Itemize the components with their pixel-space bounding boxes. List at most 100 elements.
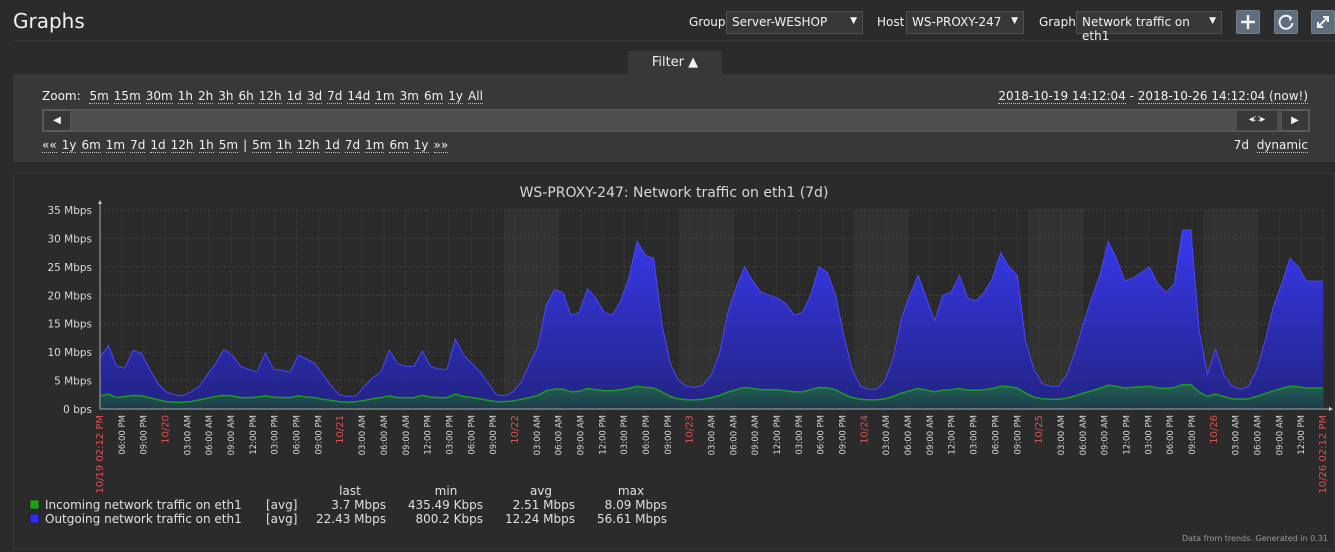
group-label: Group xyxy=(689,15,726,29)
legend-series-name: Outgoing network traffic on eth1 xyxy=(45,512,242,526)
chevron-down-icon: ▼ xyxy=(1011,16,1018,26)
y-tick-label: 0 bps xyxy=(63,404,92,416)
range-from[interactable]: 2018-10-19 14:12:04 xyxy=(998,89,1126,104)
timeline-scrollbar[interactable]: ◀ ◂∷▸ ▶ xyxy=(42,109,1310,132)
nav-forward-12h[interactable]: 12h xyxy=(296,138,320,153)
x-tick-label: 09:00 AM xyxy=(402,415,412,455)
x-tick-label: 09:00 PM xyxy=(489,415,499,455)
x-tick-label: 10/20 xyxy=(161,415,172,444)
zoom-option-14d[interactable]: 14d xyxy=(347,89,371,104)
nav-forward-1y[interactable]: 1y xyxy=(413,138,429,153)
zoom-option-7d[interactable]: 7d xyxy=(327,89,343,104)
nav-back-1y[interactable]: 1y xyxy=(61,138,77,153)
x-tick-label: 03:00 AM xyxy=(1232,415,1242,455)
legend-value-min: 435.49 Kbps xyxy=(408,498,483,512)
arrow-right-icon: ▶ xyxy=(1291,115,1299,126)
nav-back-1h[interactable]: 1h xyxy=(198,138,214,153)
x-tick-label: 09:00 AM xyxy=(576,415,586,455)
y-tick-label: 15 Mbps xyxy=(47,319,92,331)
x-tick-label: 09:00 PM xyxy=(839,415,849,455)
nav-back-6m[interactable]: 6m xyxy=(81,138,101,153)
x-tick-label: 12:00 PM xyxy=(598,415,608,455)
legend-func: [avg] xyxy=(266,498,297,512)
zoom-option-1m[interactable]: 1m xyxy=(375,89,395,104)
legend-series-name: Incoming network traffic on eth1 xyxy=(45,498,242,512)
x-tick-label: 10/24 xyxy=(859,415,870,444)
y-tick-label: 20 Mbps xyxy=(47,290,92,302)
nav-back-1m[interactable]: 1m xyxy=(105,138,126,153)
period-value: 7d xyxy=(1233,138,1250,152)
zoom-option-3m[interactable]: 3m xyxy=(399,89,419,104)
nav-forward-6m[interactable]: 6m xyxy=(389,138,409,153)
fullscreen-button[interactable] xyxy=(1311,10,1335,34)
x-tick-label: 06:00 AM xyxy=(380,415,390,455)
graph-select-value: Network traffic on eth1 xyxy=(1082,15,1190,43)
add-button[interactable] xyxy=(1236,10,1260,34)
legend-header-max: max xyxy=(618,484,644,498)
zoom-option-1h[interactable]: 1h xyxy=(177,89,193,104)
zoom-option-3h[interactable]: 3h xyxy=(218,89,234,104)
scrollbar-handle[interactable]: ◂∷▸ xyxy=(1237,111,1277,130)
x-tick-label: 06:00 AM xyxy=(904,415,914,455)
mode-toggle[interactable]: dynamic xyxy=(1256,138,1308,153)
x-tick-label: 09:00 PM xyxy=(140,415,150,455)
nav-back-1d[interactable]: 1d xyxy=(150,138,166,153)
x-tick-label: 10/26 02:12 PM xyxy=(1318,415,1329,494)
nav-back-12h[interactable]: 12h xyxy=(170,138,194,153)
zoom-option-5m[interactable]: 5m xyxy=(89,89,109,104)
nav-forward-1h[interactable]: 1h xyxy=(276,138,292,153)
nav-back-5m[interactable]: 5m xyxy=(218,138,239,153)
x-tick-label: 06:00 PM xyxy=(817,415,827,455)
legend-value-last: 22.43 Mbps xyxy=(316,512,386,526)
x-tick-label: 09:00 PM xyxy=(314,415,324,455)
zoom-option-30m[interactable]: 30m xyxy=(145,89,173,104)
scroll-left-button[interactable]: ◀ xyxy=(43,110,71,131)
time-range[interactable]: 2018-10-19 14:12:04 - 2018-10-26 14:12:0… xyxy=(998,89,1308,104)
nav-forward-5m[interactable]: 5m xyxy=(252,138,272,153)
plus-icon xyxy=(1241,15,1255,29)
x-tick-label: 03:00 AM xyxy=(708,415,718,455)
filter-toggle[interactable]: Filter ▲ xyxy=(628,51,722,75)
zoom-option-6m[interactable]: 6m xyxy=(423,89,444,104)
x-tick-label: 03:00 PM xyxy=(970,415,980,455)
nav-forward-1m[interactable]: 1m xyxy=(365,138,385,153)
host-select[interactable]: WS-PROXY-247 ▼ xyxy=(906,11,1024,34)
group-select[interactable]: Server-WESHOP ▼ xyxy=(726,11,863,34)
nav-back-all[interactable]: «« xyxy=(42,138,57,153)
legend-value-last: 3.7 Mbps xyxy=(331,498,386,512)
graph-select[interactable]: Network traffic on eth1 ▼ xyxy=(1076,11,1222,43)
zoom-option-3d[interactable]: 3d xyxy=(306,89,323,104)
x-tick-label: 03:00 PM xyxy=(445,415,455,455)
period-navigation: «« 1y 6m 1m 7d 1d 12h 1h 5m | 5m 1h 12h 1d 7d 1m 6m 1y »» xyxy=(42,138,453,153)
x-tick-label: 12:00 PM xyxy=(424,415,434,455)
x-tick-label: 10/23 xyxy=(685,415,696,444)
zoom-option-15m[interactable]: 15m xyxy=(113,89,141,104)
x-tick-label: 12:00 PM xyxy=(249,415,259,455)
zoom-option-1d[interactable]: 1d xyxy=(286,89,302,104)
page-title: Graphs xyxy=(13,9,85,33)
x-tick-label: 06:00 PM xyxy=(1166,415,1176,455)
refresh-icon xyxy=(1278,14,1294,30)
x-tick-label: 12:00 PM xyxy=(1122,415,1132,455)
nav-forward-all[interactable]: »» xyxy=(433,138,449,153)
nav-forward-1d[interactable]: 1d xyxy=(324,138,340,153)
zoom-option-6h[interactable]: 6h xyxy=(238,89,254,104)
nav-back-7d[interactable]: 7d xyxy=(130,138,146,153)
zoom-option-12h[interactable]: 12h xyxy=(258,89,282,104)
fullscreen-icon xyxy=(1317,16,1329,28)
legend-value-min: 800.2 Kbps xyxy=(415,512,483,526)
host-select-value: WS-PROXY-247 xyxy=(912,15,1002,29)
zoom-option-2h[interactable]: 2h xyxy=(197,89,214,104)
zoom-option-All[interactable]: All xyxy=(468,89,483,104)
refresh-button[interactable] xyxy=(1274,10,1298,34)
network-traffic-chart: WS-PROXY-247: Network traffic on eth1 (7… xyxy=(29,185,1333,526)
legend-swatch xyxy=(29,499,40,510)
x-tick-label: 09:00 AM xyxy=(751,415,761,455)
x-tick-label: 06:00 PM xyxy=(642,415,652,455)
x-tick-label: 06:00 PM xyxy=(118,415,128,455)
zoom-option-1y[interactable]: 1y xyxy=(448,89,464,104)
nav-forward-7d[interactable]: 7d xyxy=(344,138,361,153)
scroll-right-button[interactable]: ▶ xyxy=(1281,110,1309,131)
x-tick-label: 03:00 AM xyxy=(1057,415,1067,455)
range-to[interactable]: 2018-10-26 14:12:04 (now!) xyxy=(1137,89,1308,104)
